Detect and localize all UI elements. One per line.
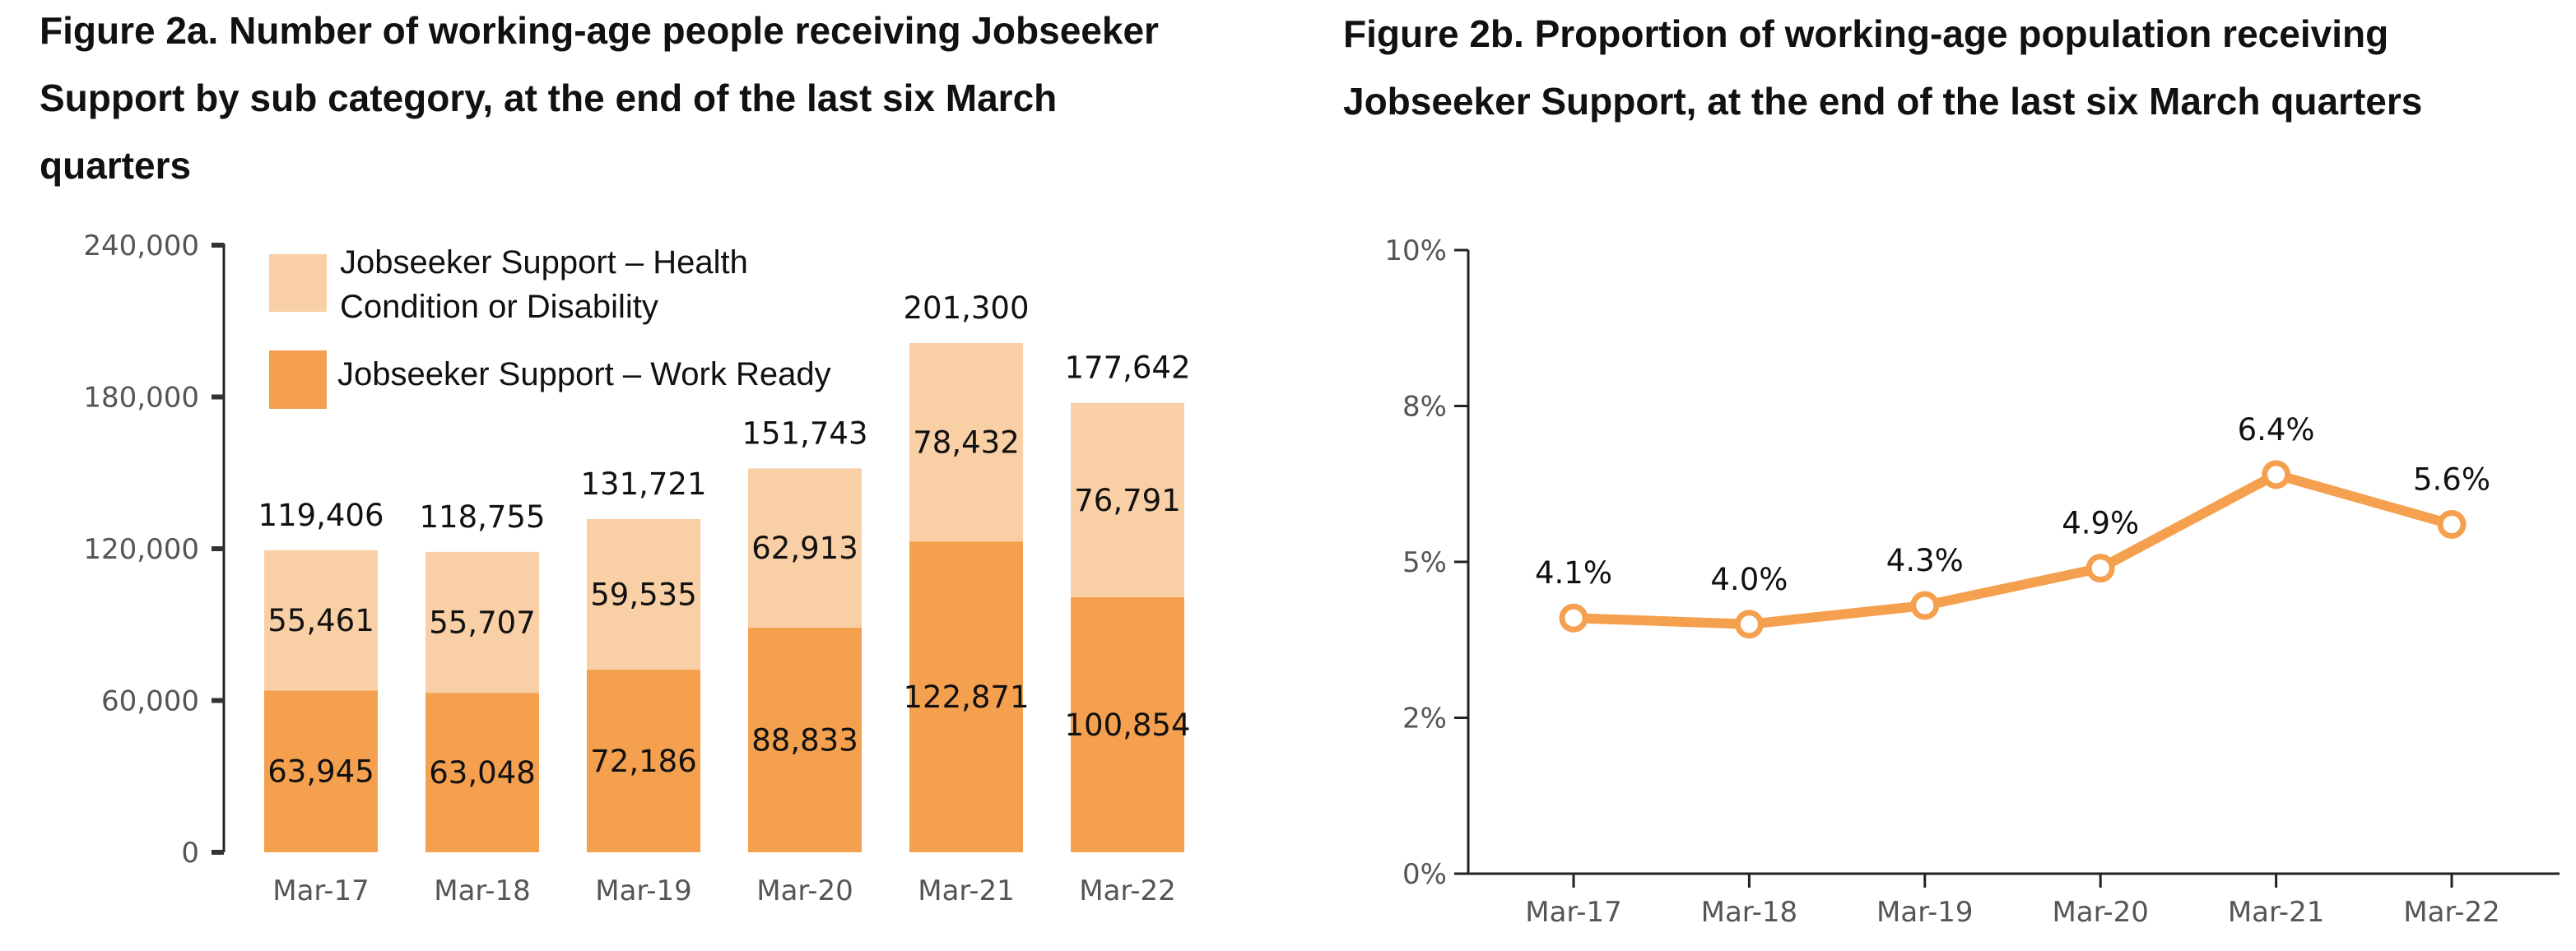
x-tick-label: Mar-18	[434, 874, 531, 907]
line-chart: 0% 2% 5% 8% 10% Mar-17 Mar-18 Mar-19 Mar-20 Mar-2…	[1384, 234, 2560, 929]
figure-2b-title-line: Figure 2b. Proportion of working-age pop…	[1343, 12, 2389, 55]
figure-2a-title: Figure 2a. Number of working-age people …	[40, 0, 1274, 199]
legend-swatch-work-ready	[269, 350, 327, 409]
data-label-total: 118,755	[419, 499, 545, 535]
bar-segment-work-ready	[909, 541, 1023, 852]
data-label-total: 131,721	[580, 466, 706, 502]
x-tick-label: Mar-21	[2228, 896, 2325, 929]
x-tick-label: Mar-18	[1701, 896, 1798, 929]
figure-2b-title-line: Jobseeker Support, at the end of the las…	[1343, 80, 2423, 123]
data-label-total: 119,406	[258, 498, 384, 533]
x-tick-label: Mar-19	[595, 874, 692, 907]
data-label: 6.4%	[2238, 412, 2315, 448]
legend-label-work-ready: Jobseeker Support – Work Ready	[337, 356, 831, 392]
data-label-health-condition: 59,535	[590, 577, 696, 612]
bar-segment-health-condition	[264, 550, 378, 691]
data-label-work-ready: 63,945	[267, 754, 374, 790]
x-tick-label: Mar-17	[1525, 896, 1622, 929]
data-point-marker	[1559, 603, 1588, 633]
bar-segment-work-ready	[425, 693, 539, 852]
legend-swatch-health-condition	[269, 254, 327, 312]
data-label-total: 177,642	[1064, 350, 1190, 386]
bar-segment-work-ready	[264, 690, 378, 852]
y-tick-label: 10%	[1384, 234, 1447, 267]
data-label-health-condition: 76,791	[1074, 483, 1180, 518]
y-tick-label: 60,000	[101, 685, 199, 718]
y-tick-label: 8%	[1402, 391, 1447, 424]
y-tick-label: 120,000	[83, 533, 199, 566]
y-tick-label: 0	[181, 837, 199, 870]
bar-segment-health-condition	[425, 551, 539, 694]
bar-segment-work-ready	[587, 670, 700, 852]
data-label: 4.1%	[1535, 555, 1612, 591]
bar-segment-work-ready	[748, 627, 862, 852]
data-label-total: 151,743	[742, 415, 867, 451]
bar-segment-work-ready	[1071, 596, 1184, 852]
data-point-marker	[2085, 554, 2115, 583]
data-point-marker	[2262, 460, 2291, 489]
figure-2b-title: Figure 2b. Proportion of working-age pop…	[1343, 0, 2561, 135]
data-label-work-ready: 72,186	[590, 744, 696, 779]
data-label-health-condition: 78,432	[913, 425, 1019, 461]
y-tick-label: 2%	[1402, 703, 1447, 735]
data-label-work-ready: 100,854	[1064, 707, 1190, 743]
y-tick-label: 240,000	[83, 230, 199, 262]
legend-label-health-condition: Condition or Disability	[340, 289, 658, 325]
data-point-marker	[1910, 591, 1940, 620]
data-label-total: 201,300	[903, 290, 1029, 326]
bar-segment-health-condition	[1071, 402, 1184, 597]
figure-2a-title-line: Support by sub category, at the end of t…	[40, 77, 1058, 119]
x-tick-label: Mar-17	[272, 874, 370, 907]
bar-segment-health-condition	[909, 342, 1023, 542]
data-label: 5.6%	[2413, 462, 2490, 498]
data-label: 4.0%	[1710, 562, 1788, 597]
data-label-work-ready: 122,871	[903, 680, 1029, 715]
bar-segment-health-condition	[748, 468, 862, 628]
stacked-bar-chart: 0 60,000 120,000 180,000 240,000 63,945 55,461…	[83, 230, 1190, 907]
data-label: 4.9%	[2062, 506, 2139, 541]
x-tick-label: Mar-22	[2403, 896, 2500, 929]
bar-segment-health-condition	[587, 518, 700, 670]
x-tick-label: Mar-20	[2052, 896, 2149, 929]
data-point-marker	[1734, 610, 1764, 639]
x-tick-label: Mar-19	[1876, 896, 1974, 929]
legend-label-health-condition: Jobseeker Support – Health	[340, 244, 748, 281]
x-tick-label: Mar-20	[756, 874, 853, 907]
data-label-work-ready: 63,048	[429, 755, 535, 791]
series-line	[1569, 469, 2457, 629]
data-label-health-condition: 55,461	[267, 603, 374, 638]
data-label-work-ready: 88,833	[751, 722, 858, 758]
y-tick-label: 180,000	[83, 382, 199, 415]
figure-2a-title-line: quarters	[40, 144, 192, 187]
y-tick-label: 5%	[1402, 546, 1447, 579]
data-label-health-condition: 55,707	[429, 605, 535, 640]
x-tick-label: Mar-22	[1079, 874, 1176, 907]
data-label-health-condition: 62,913	[751, 531, 858, 566]
x-tick-label: Mar-21	[918, 874, 1015, 907]
figure-2a-title-line: Figure 2a. Number of working-age people …	[40, 9, 1159, 52]
data-point-marker	[2437, 510, 2467, 540]
data-label: 4.3%	[1886, 543, 1964, 578]
y-tick-label: 0%	[1402, 858, 1447, 891]
